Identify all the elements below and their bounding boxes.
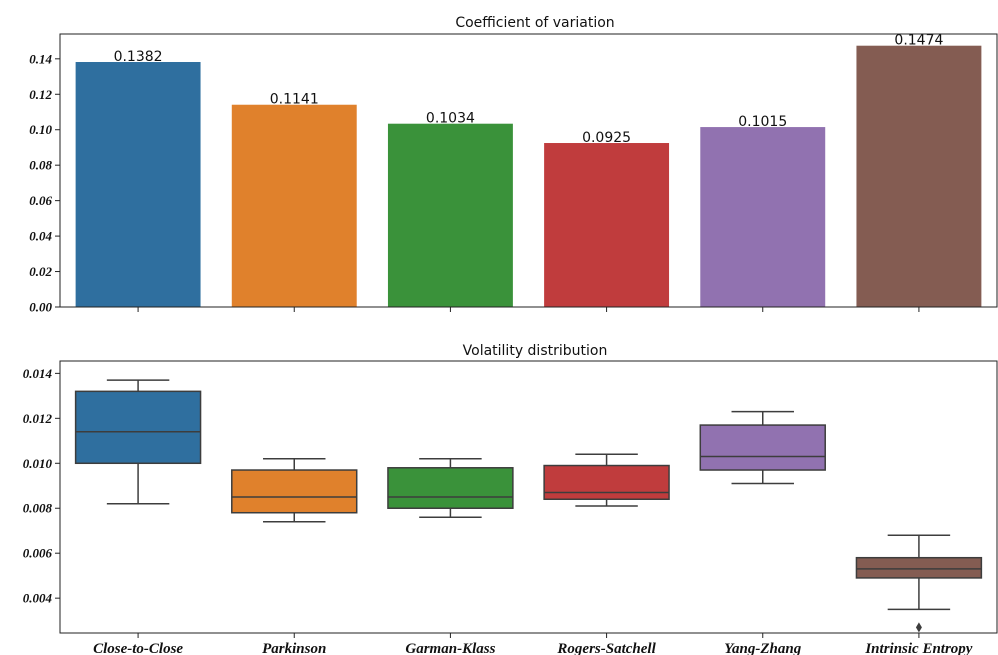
- x-tick-label: Rogers-Satchell: [556, 641, 656, 655]
- y-tick-label: 0.06: [29, 193, 52, 208]
- box: [855, 556, 983, 579]
- bar-value-label: 0.1382: [114, 49, 163, 65]
- bar-value-label: 0.0925: [582, 130, 631, 146]
- box-plot-frame: [59, 360, 998, 634]
- bar-chart-panel: Coefficient of variation 0.1382 0.1141 0.1…: [29, 15, 998, 315]
- box: [74, 390, 202, 465]
- y-tick-label: 0.02: [29, 264, 52, 279]
- box: [543, 464, 670, 500]
- bar: [75, 62, 201, 307]
- bar-value-label: 0.1141: [270, 92, 319, 108]
- y-tick-label: 0.006: [23, 546, 53, 561]
- y-tick-label: 0.008: [23, 501, 53, 516]
- bar: [856, 45, 982, 307]
- x-tick-label: Garman-Klass: [405, 641, 495, 655]
- y-tick-label: 0.08: [29, 158, 52, 173]
- bar-value-label: 0.1015: [738, 114, 787, 130]
- y-tick-label: 0.04: [29, 229, 52, 244]
- bar: [387, 123, 513, 307]
- bar-chart-frame: [59, 33, 998, 308]
- y-tick-label: 0.012: [23, 411, 53, 426]
- y-tick-label: 0.004: [23, 591, 53, 606]
- bar-value-label: 0.1034: [426, 111, 475, 127]
- y-tick-label: 0.014: [23, 366, 53, 381]
- y-tick-label: 0.12: [29, 87, 52, 102]
- x-tick-label: Yang-Zhang: [724, 641, 801, 655]
- y-tick-label: 0.10: [29, 122, 52, 137]
- y-tick-label: 0.00: [29, 300, 52, 315]
- outlier-point: [915, 622, 922, 633]
- box-plot-panel: Volatility distribution Close-to-Close Pa…: [23, 343, 998, 655]
- bar: [700, 127, 826, 308]
- y-tick-label: 0.14: [29, 51, 52, 66]
- x-tick-label: Parkinson: [262, 641, 326, 655]
- bar-chart-title: Coefficient of variation: [455, 15, 614, 31]
- x-tick-label: Intrinsic Entropy: [864, 641, 972, 655]
- y-tick-label: 0.010: [23, 456, 53, 471]
- box: [387, 467, 514, 509]
- box: [699, 424, 826, 471]
- x-tick-label: Close-to-Close: [93, 641, 183, 655]
- bar: [231, 104, 357, 308]
- bar: [544, 143, 670, 307]
- box-plot-title: Volatility distribution: [463, 343, 608, 359]
- box: [231, 469, 358, 514]
- bar-value-label: 0.1474: [894, 33, 943, 49]
